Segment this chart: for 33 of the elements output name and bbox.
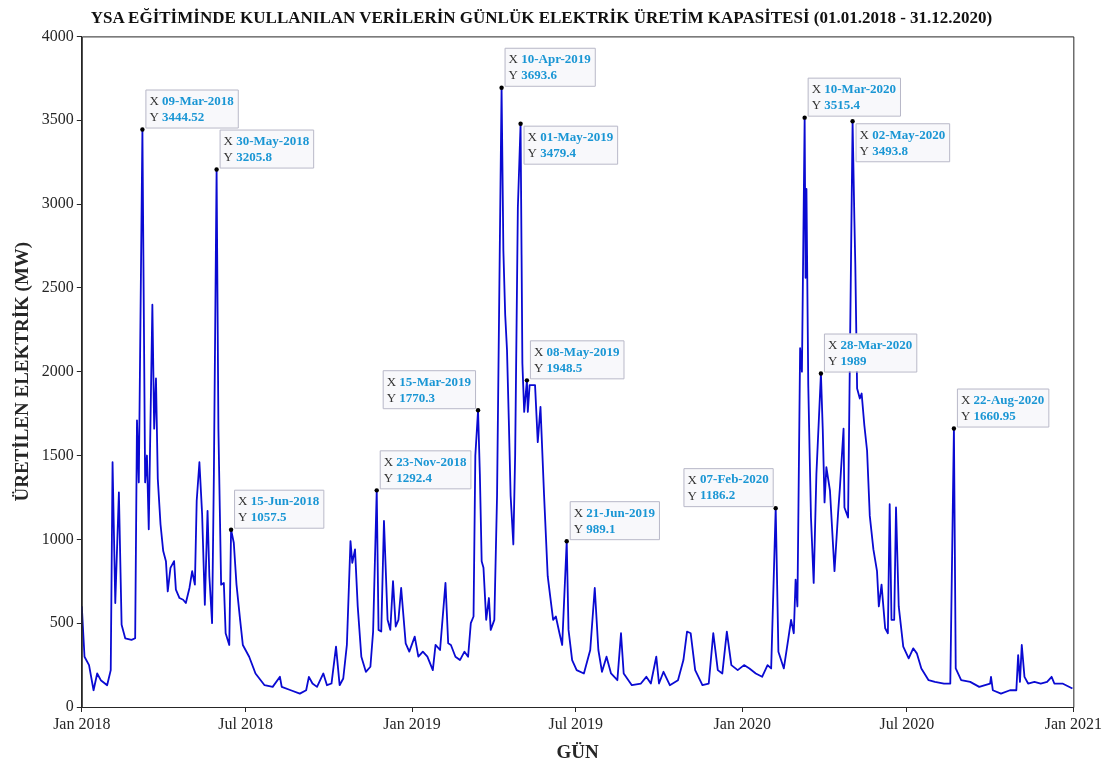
x-tick-label: Jan 2019 [383, 714, 441, 732]
annotation: X 01-May-2019 Y 3479.4 [527, 129, 614, 161]
x-tick-label: Jan 2021 [1044, 714, 1102, 732]
y-tick-label: 4000 [41, 26, 74, 44]
x-tick-label: Jul 2018 [218, 714, 273, 732]
y-tick-label: 2500 [41, 278, 74, 296]
annotation: X 07-Feb-2020 Y 1186.2 [687, 471, 769, 503]
chart-title: YSA EĞİTİMİNDE KULLANILAN VERİLERİN GÜNLÜK ELEKTRİK ÜRETİM KAPASİTESİ (01.01.2018 - 31.12.2020) [90, 7, 993, 27]
x-tick-label: Jan 2018 [53, 714, 111, 732]
y-tick-label: 500 [49, 613, 74, 631]
annotation: X 15-Jun-2018 Y 1057.5 [238, 493, 320, 525]
y-tick-label: 3000 [41, 194, 74, 212]
y-tick-label: 0 [65, 697, 74, 715]
annotation: X 28-Mar-2020 Y 1989 [827, 336, 913, 368]
x-tick-label: Jul 2020 [879, 714, 935, 732]
x-tick-label: Jan 2020 [713, 714, 771, 732]
annotation: X 15-Mar-2019 Y 1770.3 [386, 373, 472, 405]
annotation: X 10-Mar-2020 Y 3515.4 [811, 81, 896, 113]
annotation: X 23-Nov-2018 Y 1292.4 [383, 453, 467, 485]
x-axis-title: GÜN [556, 740, 599, 762]
y-tick-label: 3500 [41, 110, 74, 128]
annotation: X 21-Jun-2019 Y 989.1 [573, 504, 656, 536]
annotation: X 10-Apr-2019 Y 3693.6 [508, 51, 592, 83]
annotation: X 09-Mar-2018 Y 3444.52 [149, 92, 235, 124]
y-tick-label: 2000 [41, 361, 74, 379]
annotation: X 22-Aug-2020 Y 1660.95 [960, 391, 1045, 423]
y-axis-title: ÜRETİLEN ELEKTRİK (MW) [11, 241, 34, 502]
y-tick-label: 1000 [41, 529, 74, 547]
annotation: X 30-May-2018 Y 3205.8 [223, 132, 310, 164]
annotation: X 08-May-2019 Y 1948.5 [533, 343, 620, 375]
x-tick-label: Jul 2019 [548, 714, 604, 732]
y-tick-label: 1500 [41, 445, 74, 463]
annotation: X 02-May-2020 Y 3493.8 [859, 126, 946, 158]
